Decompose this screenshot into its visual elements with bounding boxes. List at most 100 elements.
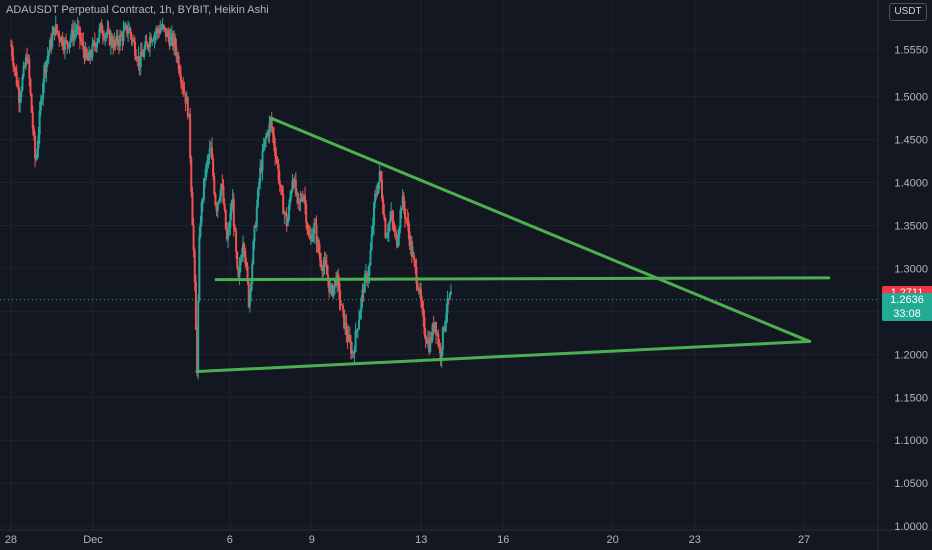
candle-body: [229, 212, 232, 228]
candle-body: [390, 212, 393, 219]
candle-body: [151, 40, 154, 43]
trendlines[interactable]: [195, 116, 831, 373]
candle-body: [142, 55, 145, 57]
candle-body: [168, 36, 171, 46]
time-tick-label: 6: [227, 534, 233, 546]
candle-body: [127, 30, 130, 34]
candle-body: [372, 202, 375, 226]
candle-body: [438, 345, 441, 347]
candle-body: [221, 184, 224, 186]
trendline[interactable]: [195, 339, 812, 373]
candle-body: [305, 204, 308, 223]
candle-body: [105, 34, 108, 36]
trendline[interactable]: [269, 116, 812, 343]
candle-body: [224, 209, 227, 230]
price-tag-countdown: 33:08: [893, 307, 921, 320]
candle-body: [135, 55, 138, 60]
candle-body: [160, 27, 163, 30]
candle-body: [304, 195, 307, 205]
candle-body: [320, 260, 323, 268]
candle-body: [269, 120, 272, 124]
candle-body: [125, 25, 128, 34]
candle-body: [15, 71, 18, 86]
candle-body: [275, 156, 278, 159]
candle-body: [362, 289, 365, 293]
candle-body: [190, 158, 193, 193]
candle-body: [292, 180, 295, 187]
candle-body: [132, 39, 135, 43]
candle-body: [264, 136, 267, 139]
candle-body: [107, 29, 110, 31]
candle-body: [65, 40, 68, 42]
time-tick-label: 20: [607, 534, 619, 546]
candle-body: [316, 240, 319, 244]
candle-body: [210, 147, 213, 159]
candle-body: [100, 23, 103, 33]
currency-button[interactable]: USDT: [889, 3, 927, 21]
candle-body: [57, 31, 60, 34]
candle-body: [146, 42, 149, 47]
candle-body: [417, 288, 420, 293]
candle-body: [418, 289, 421, 293]
time-axis[interactable]: 28 Dec 6 9 13 16 20 23 27: [5, 534, 810, 546]
candle-body: [36, 148, 39, 159]
candle-body: [140, 51, 143, 56]
candle-body: [294, 179, 297, 195]
candle-body: [439, 346, 442, 359]
candle-body: [436, 333, 439, 335]
candle-body: [306, 222, 309, 231]
price-tick-label: 1.2000: [894, 349, 928, 361]
candle-body: [328, 280, 331, 293]
candle-body: [376, 192, 379, 195]
candle-body: [176, 56, 179, 58]
candle-body: [136, 59, 139, 62]
candle-body: [116, 35, 119, 44]
candle-body: [213, 176, 216, 194]
candle-body: [426, 339, 429, 344]
candle-body: [97, 37, 100, 43]
candle-body: [70, 29, 73, 39]
candle-body: [279, 184, 282, 187]
candle-body: [54, 24, 57, 35]
candle-body: [251, 263, 254, 284]
candle-body: [259, 167, 262, 183]
trendline[interactable]: [214, 276, 831, 282]
candle-body: [202, 178, 205, 200]
candle-body: [403, 208, 406, 219]
candle-body: [310, 235, 313, 241]
candle-body: [290, 191, 293, 198]
candle-body: [208, 148, 211, 157]
candle-body: [212, 158, 215, 177]
candle-body: [84, 48, 87, 60]
candle-body: [150, 37, 153, 43]
candle-body: [274, 145, 277, 157]
candle-body: [194, 282, 197, 330]
candle-body: [437, 333, 440, 346]
candle-body: [324, 260, 327, 265]
candle-body: [13, 65, 16, 69]
candle-body: [283, 212, 286, 215]
candle-body: [129, 28, 132, 35]
candle-body: [448, 294, 451, 300]
candle-body: [184, 93, 187, 104]
candle-body: [423, 317, 426, 336]
price-tick-label: 1.0500: [894, 478, 928, 490]
candle-body: [124, 25, 127, 28]
time-tick-label: 9: [309, 534, 315, 546]
candle-body: [369, 250, 372, 266]
candle-body: [24, 57, 27, 67]
chart-title: ADAUSDT Perpetual Contract, 1h, BYBIT, H…: [6, 4, 269, 16]
candle-body: [20, 90, 23, 98]
candle-body: [374, 193, 377, 203]
candle-body: [99, 23, 102, 29]
candle-body: [261, 150, 264, 171]
candle-body: [94, 45, 97, 48]
candle-body: [42, 82, 45, 99]
candle-body: [375, 193, 378, 195]
candle-body: [109, 36, 112, 45]
candle-body: [45, 60, 48, 72]
candle-body: [277, 164, 280, 181]
candle-body: [35, 158, 38, 160]
candle-body: [69, 38, 72, 42]
